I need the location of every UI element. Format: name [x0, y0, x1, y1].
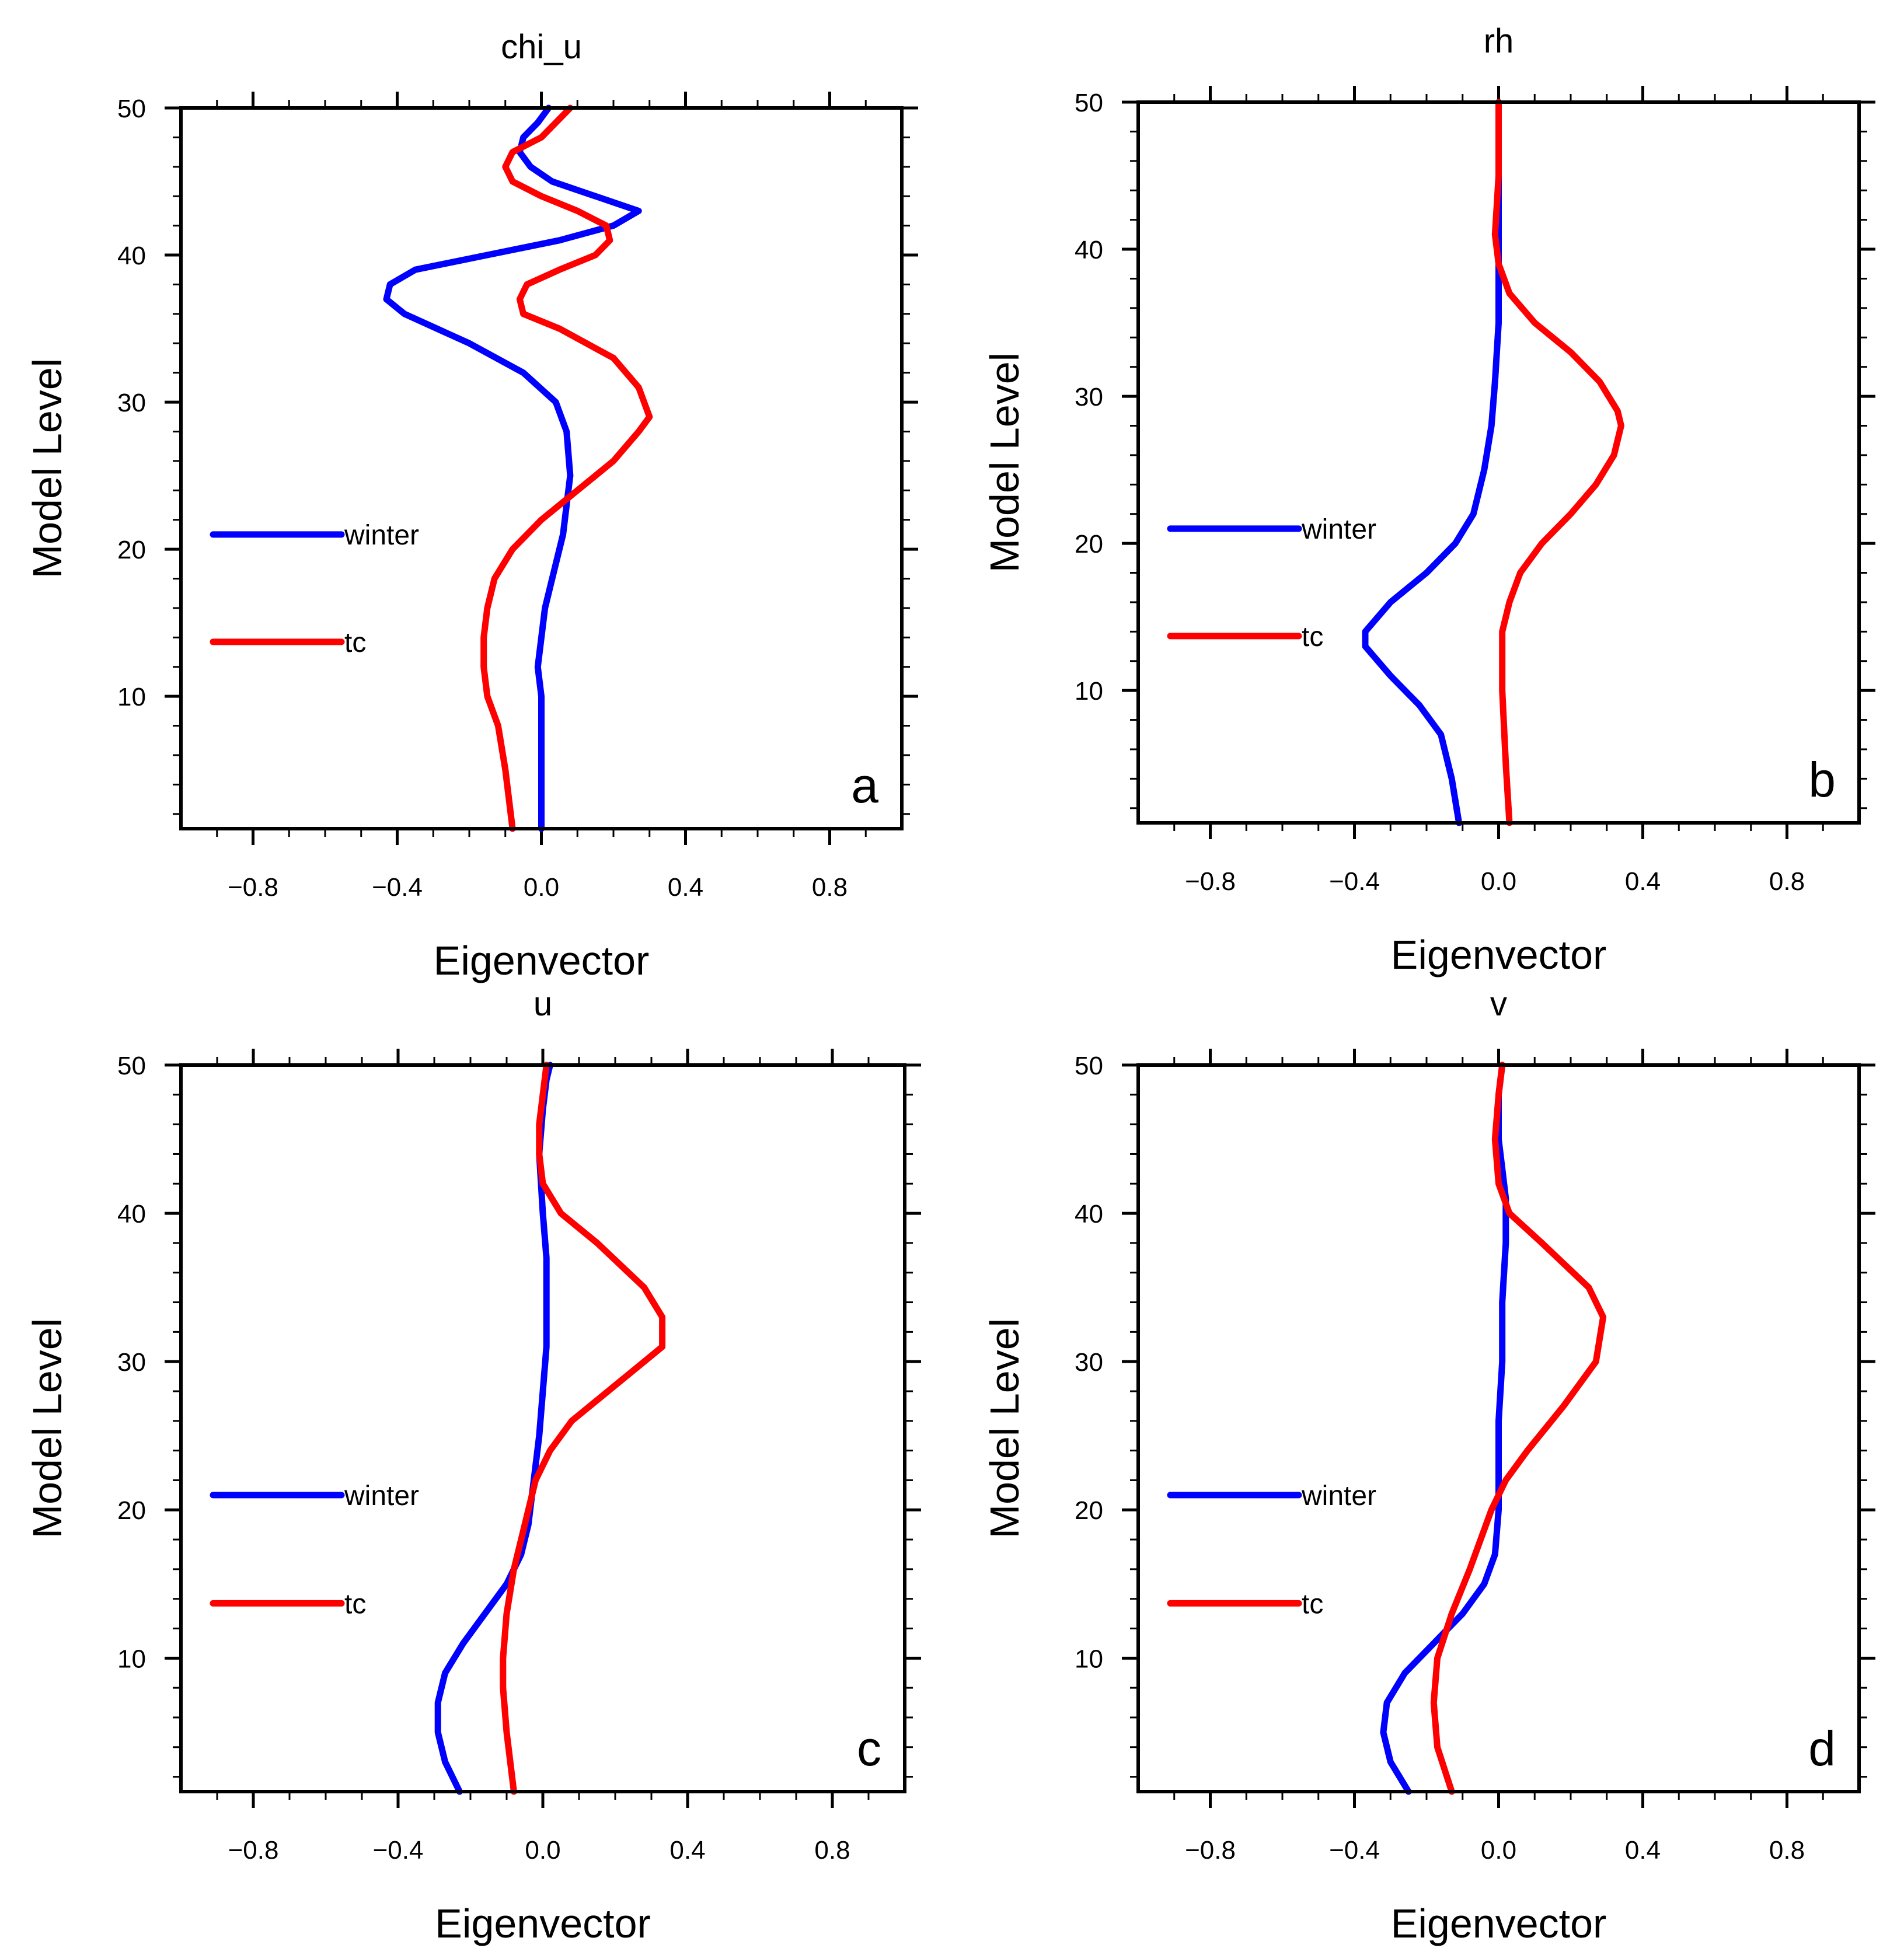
y-tick-label: 40 [1075, 236, 1103, 264]
panel-letter: c [857, 1721, 881, 1776]
y-tick-label: 10 [117, 683, 146, 711]
y-tick-label: 20 [117, 536, 146, 564]
panel-d: −0.8 −0.4 0.0 0.4 0.8 10 20 30 40 50 winter tc d v Eig… [982, 985, 1875, 1946]
x-tick-label: −0.4 [372, 873, 423, 902]
series-line-winter [1362, 99, 1502, 826]
legend-label-winter: winter [1301, 1481, 1376, 1511]
x-axis-title: Eigenvector [1391, 1901, 1607, 1946]
panel-title: u [533, 985, 552, 1023]
x-tick-label: 0.8 [812, 873, 848, 902]
panel-b: −0.8 −0.4 0.0 0.4 0.8 10 20 30 40 50 winter tc b rh Ei… [982, 22, 1875, 978]
x-tick-label: 0.0 [1481, 1836, 1516, 1865]
x-tick-label: 0.8 [814, 1836, 850, 1865]
x-axis-title: Eigenvector [434, 938, 650, 983]
x-tick-label: −0.8 [1185, 1836, 1236, 1865]
y-axis-title: Model Level [25, 1318, 70, 1538]
y-tick-label: 20 [117, 1496, 146, 1525]
x-tick-label: −0.4 [1329, 1836, 1380, 1865]
x-tick-label: 0.0 [524, 873, 559, 902]
panel-title: rh [1484, 22, 1514, 60]
x-tick-label: −0.4 [373, 1836, 424, 1865]
x-tick-label: 0.4 [668, 873, 703, 902]
y-tick-label: 50 [117, 1052, 146, 1080]
legend-label-winter: winter [344, 520, 419, 551]
y-tick-label: 30 [1075, 383, 1103, 411]
series-line-winter [1380, 1062, 1509, 1795]
x-tick-label: 0.8 [1769, 867, 1805, 896]
x-tick-label: 0.0 [1481, 867, 1516, 896]
x-tick-label: −0.8 [1185, 867, 1236, 896]
panel-letter: a [851, 758, 878, 813]
legend-label-tc: tc [344, 1589, 366, 1619]
y-tick-label: 50 [1075, 89, 1103, 117]
y-tick-label: 30 [117, 389, 146, 417]
series-line-tc [1491, 99, 1624, 826]
y-axis-title: Model Level [982, 352, 1027, 572]
y-tick-label: 20 [1075, 530, 1103, 558]
x-tick-label: 0.4 [669, 1836, 705, 1865]
plot-frame [179, 106, 904, 830]
legend-label-winter: winter [344, 1481, 419, 1511]
y-axis-title: Model Level [25, 358, 70, 578]
y-tick-label: 10 [1075, 1645, 1103, 1673]
series-line-tc [500, 1062, 666, 1795]
y-tick-label: 50 [117, 95, 146, 123]
y-tick-label: 30 [117, 1348, 146, 1377]
x-tick-label: −0.8 [228, 1836, 279, 1865]
y-tick-label: 40 [1075, 1200, 1103, 1228]
x-tick-label: 0.4 [1625, 867, 1661, 896]
y-tick-label: 50 [1075, 1052, 1103, 1080]
y-tick-label: 40 [117, 242, 146, 270]
panel-letter: b [1808, 752, 1836, 807]
legend-label-tc: tc [1302, 1589, 1323, 1619]
x-axis-title: Eigenvector [435, 1901, 651, 1946]
series-line-tc [1430, 1062, 1607, 1795]
panel-letter: d [1808, 1721, 1836, 1776]
series-line-tc [480, 104, 653, 832]
y-tick-label: 10 [117, 1645, 146, 1673]
y-axis-title: Model Level [982, 1318, 1027, 1538]
x-tick-label: 0.0 [525, 1836, 560, 1865]
x-tick-label: −0.8 [228, 873, 278, 902]
plot-frame [179, 1063, 906, 1793]
panel-c: −0.8 −0.4 0.0 0.4 0.8 10 20 30 40 50 winter tc c u Eig… [25, 985, 921, 1946]
panel-title: chi_u [501, 28, 582, 66]
y-tick-label: 10 [1075, 677, 1103, 706]
y-tick-label: 40 [117, 1200, 146, 1228]
legend-label-winter: winter [1301, 514, 1376, 545]
legend-label-tc: tc [344, 627, 366, 658]
x-tick-label: 0.4 [1625, 1836, 1661, 1865]
x-tick-label: −0.4 [1329, 867, 1380, 896]
legend-label-tc: tc [1302, 622, 1323, 652]
plot-frame [1136, 100, 1861, 825]
plot-frame [1136, 1063, 1861, 1793]
y-tick-label: 20 [1075, 1496, 1103, 1525]
y-tick-label: 30 [1075, 1348, 1103, 1377]
x-axis-title: Eigenvector [1391, 932, 1607, 978]
panel-a: −0.8 −0.4 0.0 0.4 0.8 10 20 30 40 50 winter tc a chi_… [25, 28, 918, 983]
series-line-winter [383, 104, 642, 832]
x-tick-label: 0.8 [1769, 1836, 1805, 1865]
panel-title: v [1490, 985, 1507, 1023]
